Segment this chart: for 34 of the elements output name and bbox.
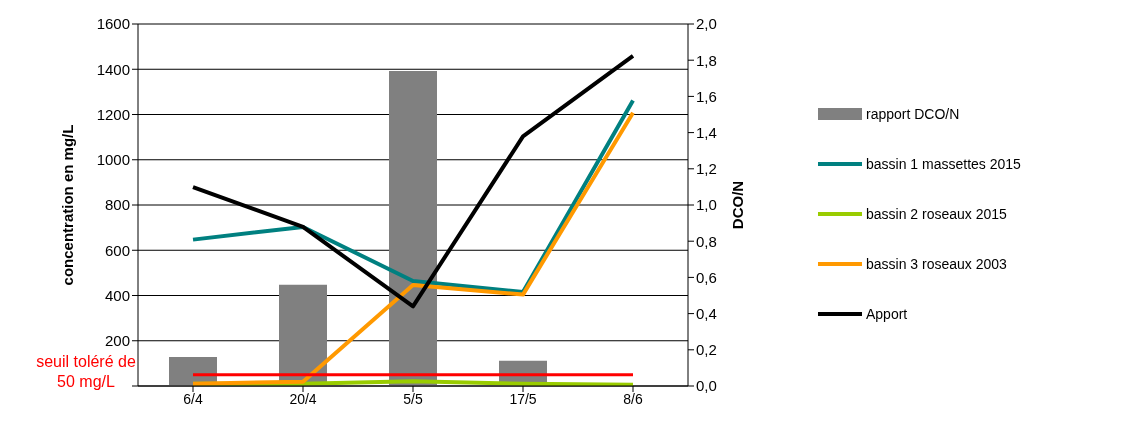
y2-tick-label: 0,8 bbox=[696, 232, 717, 250]
legend-label: bassin 3 roseaux 2003 bbox=[866, 256, 1007, 272]
legend-label: bassin 1 massettes 2015 bbox=[866, 156, 1021, 172]
y-tick-label: 600 bbox=[104, 241, 130, 259]
y-tick-label: 1600 bbox=[96, 15, 130, 33]
bar bbox=[389, 71, 437, 386]
y-axis-title: concentration en mg/L bbox=[59, 124, 77, 286]
y2-tick-label: 0,4 bbox=[696, 304, 717, 322]
x-tick-label: 6/4 bbox=[183, 390, 203, 407]
y2-tick-label: 1,4 bbox=[696, 123, 717, 141]
y2-tick-label: 1,0 bbox=[696, 196, 717, 214]
x-tick-label: 8/6 bbox=[623, 390, 643, 407]
x-tick-label: 20/4 bbox=[289, 390, 317, 407]
y2-tick-label: 1,6 bbox=[696, 87, 717, 105]
y2-tick-label: 0,0 bbox=[696, 377, 717, 395]
ref-line-label: seuil toléré de 50 mg/L bbox=[36, 352, 136, 390]
y-tick-label: 1200 bbox=[96, 105, 130, 123]
y-tick-label: 400 bbox=[104, 286, 130, 304]
y2-tick-label: 2,0 bbox=[696, 15, 717, 33]
y2-tick-label: 0,6 bbox=[696, 268, 717, 286]
legend-label: bassin 2 roseaux 2015 bbox=[866, 206, 1007, 222]
y-tick-label: 800 bbox=[104, 196, 130, 214]
legend-label: rapport DCO/N bbox=[866, 106, 960, 122]
legend-label: Apport bbox=[866, 306, 908, 322]
x-tick-label: 17/5 bbox=[509, 390, 537, 407]
line-series bbox=[191, 110, 635, 386]
x-tick-label: 5/5 bbox=[403, 390, 423, 407]
y2-tick-label: 1,2 bbox=[696, 160, 717, 178]
y2-tick-label: 0,2 bbox=[696, 341, 717, 359]
y-tick-label: 200 bbox=[104, 332, 130, 350]
y2-axis-title: DCO/N bbox=[729, 180, 747, 230]
y-tick-label: 1400 bbox=[96, 60, 130, 78]
y2-tick-label: 1,8 bbox=[696, 51, 717, 69]
y-tick-label: 1000 bbox=[96, 151, 130, 169]
